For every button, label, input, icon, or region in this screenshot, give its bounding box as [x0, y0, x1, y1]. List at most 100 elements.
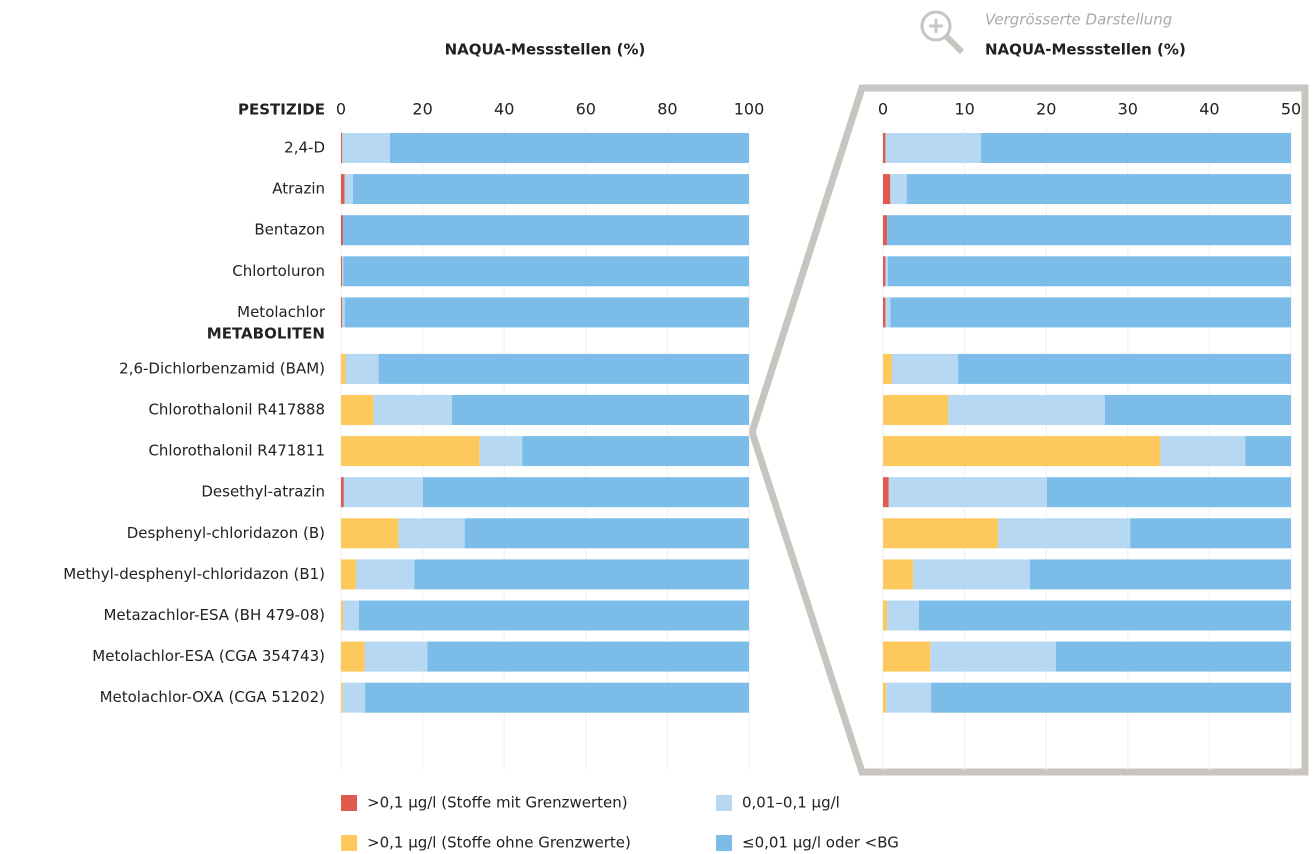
bar-segment — [948, 395, 1105, 425]
bar-segment — [883, 215, 888, 246]
bar-segment — [341, 559, 357, 590]
bar-segment — [883, 518, 999, 549]
bar-segment — [358, 600, 749, 631]
category-label: Metolachlor — [237, 303, 326, 321]
bar-segment — [883, 133, 886, 163]
bar-segment — [423, 477, 749, 508]
bar-segment — [341, 215, 344, 246]
bar-segment — [341, 518, 399, 549]
group-label: PESTIZIDE — [238, 101, 325, 119]
category-label: 2,6-Dichlorbenzamid (BAM) — [119, 359, 325, 377]
zoom-subtitle: Vergrösserte Darstellung — [985, 11, 1172, 29]
bar-segment — [341, 600, 344, 631]
bar-segment — [1029, 559, 1291, 590]
bar-segment — [913, 559, 1030, 590]
bar-segment — [883, 477, 889, 508]
bar-segment — [998, 518, 1131, 549]
bar-segment — [341, 353, 346, 384]
bar-segment — [341, 641, 365, 672]
bar-segment — [344, 297, 749, 328]
legend-label: ≤0,01 µg/l oder <BG — [742, 834, 899, 852]
bar-segment — [343, 477, 424, 508]
bars — [341, 133, 749, 713]
x-tick-label: 0 — [878, 100, 888, 119]
category-label: Chlortoluron — [232, 262, 325, 280]
bar-segment — [364, 641, 428, 672]
bar-segment — [341, 682, 343, 713]
bar-segment — [883, 436, 1161, 467]
bar-segment — [883, 395, 949, 425]
bar-segment — [451, 395, 749, 425]
bar-segment — [343, 215, 749, 246]
bar-segment — [341, 133, 343, 163]
bar-segment — [890, 297, 1291, 328]
bar-segment — [1245, 436, 1291, 467]
zoom-icon — [920, 10, 965, 55]
bar-segment — [890, 174, 907, 205]
x-tick-label: 50 — [1281, 100, 1301, 119]
x-tick-label: 20 — [1036, 100, 1056, 119]
bar-segment — [883, 682, 887, 713]
bar-segment — [906, 174, 1291, 205]
category-label: Chlorothalonil R471811 — [148, 442, 325, 460]
bar-segment — [883, 641, 931, 672]
bar-segment — [373, 395, 452, 425]
x-tick-label: 100 — [734, 100, 765, 119]
bar-segment — [479, 436, 523, 467]
bar-segment — [345, 353, 379, 384]
bar-segment — [1160, 436, 1246, 467]
bar-segment — [887, 600, 919, 631]
legend-swatch — [341, 795, 357, 811]
x-tick-label: 40 — [494, 100, 514, 119]
category-label: 2,4-D — [284, 139, 325, 157]
bar-segment — [342, 133, 390, 163]
bar-segment — [522, 436, 749, 467]
group-label: METABOLITEN — [207, 324, 325, 342]
bar-segment — [1104, 395, 1291, 425]
x-tick-label: 10 — [954, 100, 974, 119]
category-label: Desethyl-atrazin — [201, 483, 325, 501]
bar-segment — [343, 600, 359, 631]
bar-segment — [885, 297, 891, 328]
bar-segment — [886, 682, 932, 713]
category-label: Atrazin — [272, 180, 325, 198]
bar-segment — [414, 559, 749, 590]
zoom-axis-title: NAQUA-Messstellen (%) — [985, 41, 1186, 59]
legend-swatch — [341, 835, 357, 851]
bar-segment — [341, 256, 343, 287]
bar-segment — [1055, 641, 1291, 672]
bar-segment — [1130, 518, 1291, 549]
bar-segment — [365, 682, 749, 713]
x-axis-title: NAQUA-Messstellen (%) — [445, 41, 646, 59]
bar-segment — [883, 353, 892, 384]
bar-segment — [918, 600, 1291, 631]
bar-segment — [885, 133, 981, 163]
legend-swatch — [716, 835, 732, 851]
bar-segment — [342, 682, 366, 713]
bar-segment — [883, 559, 914, 590]
category-label: Metolachlor-ESA (CGA 354743) — [92, 647, 325, 665]
bar-segment — [342, 256, 344, 287]
category-label: Bentazon — [254, 221, 325, 239]
bar-segment — [341, 477, 344, 508]
legend-label: >0,1 µg/l (Stoffe ohne Grenzwerte) — [367, 834, 631, 852]
bar-segment — [1047, 477, 1291, 508]
bar-segment — [883, 600, 888, 631]
bar-segment — [980, 133, 1291, 163]
bar-segment — [398, 518, 465, 549]
x-tick-label: 0 — [336, 100, 346, 119]
legend-swatch — [716, 795, 732, 811]
bar-segment — [464, 518, 749, 549]
category-label: Chlorothalonil R417888 — [148, 401, 325, 419]
bar-segment — [883, 174, 891, 205]
bar-segment — [356, 559, 415, 590]
bar-segment — [888, 477, 1048, 508]
bar-segment — [891, 353, 959, 384]
bar-segment — [427, 641, 749, 672]
bar-segment — [883, 297, 886, 328]
legend-label: >0,1 µg/l (Stoffe mit Grenzwerten) — [367, 794, 628, 812]
bar-segment — [341, 436, 480, 467]
bar-segment — [887, 256, 1291, 287]
bar-segment — [341, 395, 374, 425]
bar-segment — [378, 353, 749, 384]
